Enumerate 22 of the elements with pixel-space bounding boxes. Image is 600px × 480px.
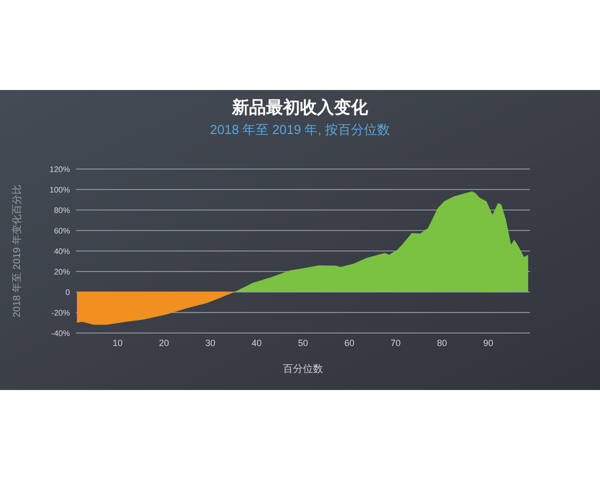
x-tick-label: 90	[483, 338, 494, 348]
y-tick-label: -40%	[51, 329, 70, 338]
y-tick-label: 0	[66, 288, 71, 297]
x-tick-label: 70	[390, 338, 401, 348]
x-tick-label: 50	[298, 338, 308, 348]
x-tick-label: 20	[159, 338, 170, 348]
y-tick-label: 20%	[54, 268, 70, 276]
y-tick-label: -20%	[51, 308, 70, 318]
x-tick-label: 80	[436, 338, 447, 348]
x-axis-title: 百分位数	[283, 363, 323, 375]
y-axis-title: 2018 年至 2019 年变化百分比	[11, 184, 23, 318]
y-tick-label: 120%	[50, 165, 70, 174]
x-tick-label: 10	[112, 338, 123, 348]
chart-subtitle: 2018 年至 2019 年, 按百分位数	[210, 122, 390, 137]
x-tick-label: 30	[205, 338, 216, 348]
y-tick-label: 100%	[50, 186, 70, 194]
chart-title: 新品最初收入变化	[231, 98, 369, 117]
y-tick-label: 40%	[54, 247, 70, 256]
x-tick-label: 40	[252, 338, 262, 348]
y-tick-label: 60%	[54, 226, 70, 236]
x-tick-label: 60	[344, 338, 354, 348]
y-tick-label: 80%	[54, 206, 70, 215]
